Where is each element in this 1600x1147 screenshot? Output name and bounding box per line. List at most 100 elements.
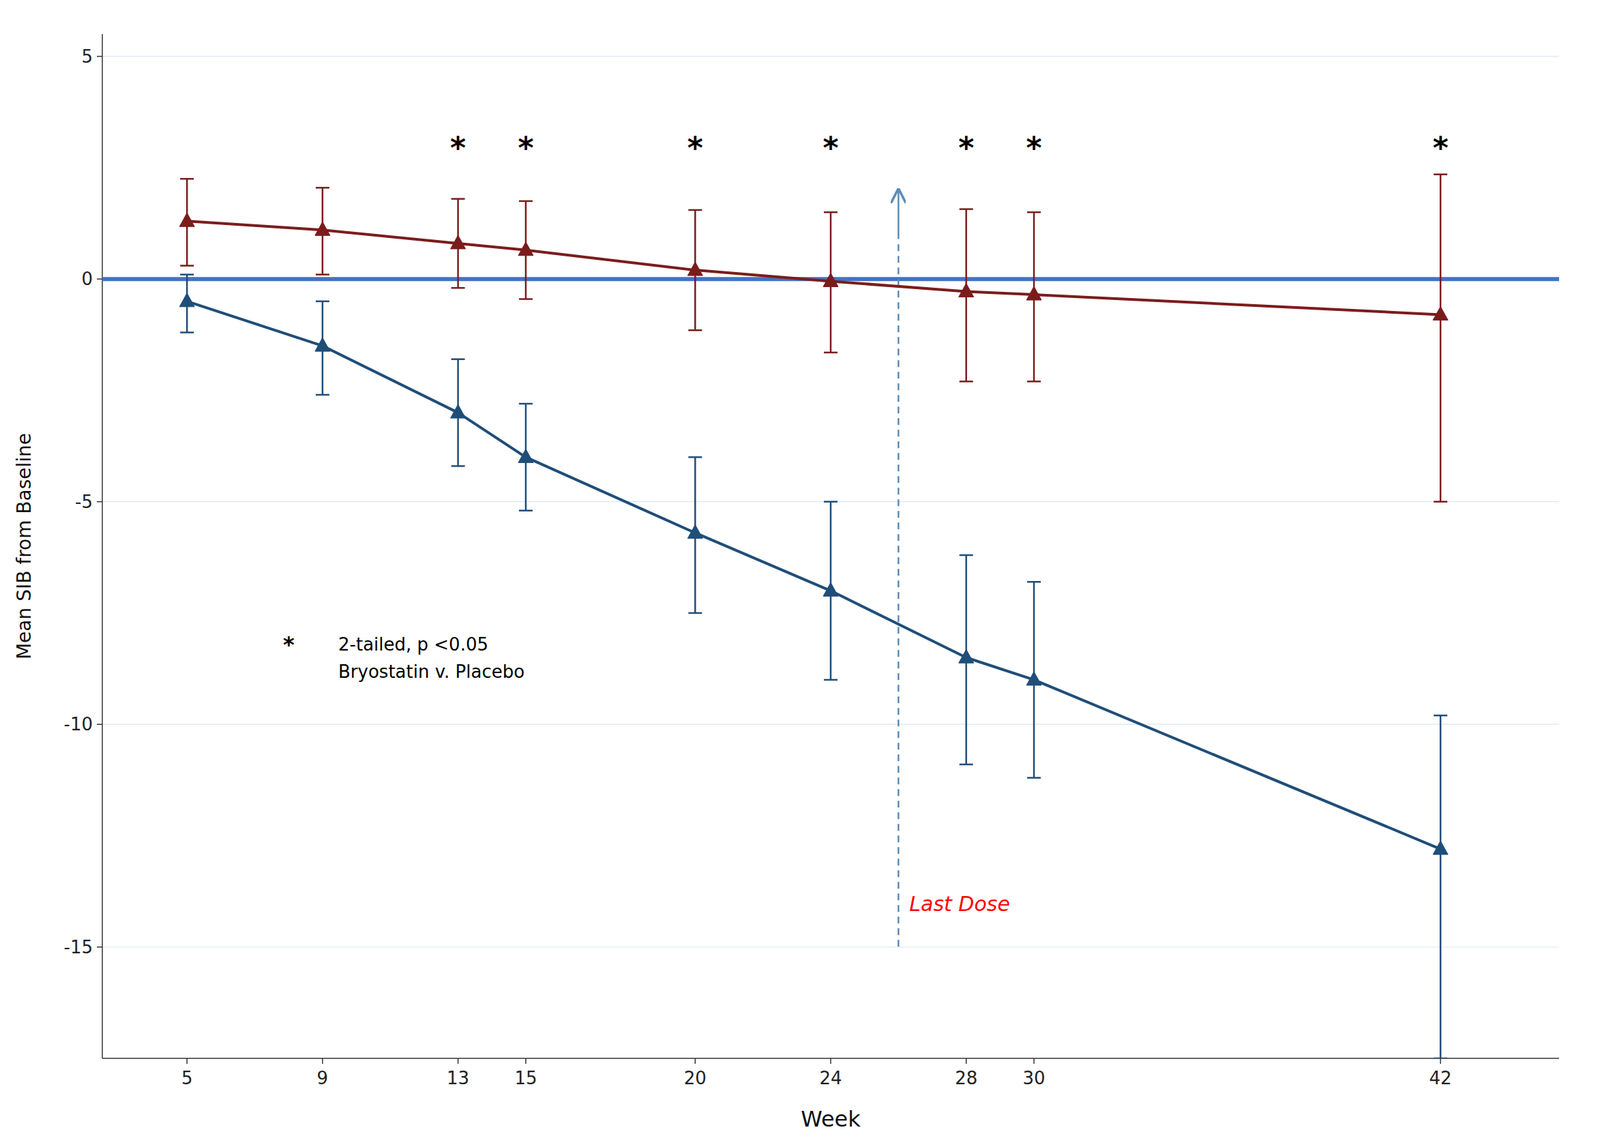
grid xyxy=(102,56,1560,948)
error-bar-cap xyxy=(451,465,466,468)
error-bar xyxy=(688,456,702,614)
x-tick-label: 30 xyxy=(1022,1068,1045,1089)
plot-area xyxy=(102,174,1560,1059)
error-bar-cap xyxy=(1433,500,1448,503)
point xyxy=(687,261,703,276)
error-bar xyxy=(959,555,974,765)
error-bar-cap xyxy=(1433,1057,1448,1059)
grid-line xyxy=(102,724,1560,725)
x-tick-label: 13 xyxy=(446,1068,470,1089)
significance: ******* xyxy=(450,130,1449,166)
y-tick xyxy=(96,278,103,280)
error-bar-cap xyxy=(823,679,838,682)
y-axis-line xyxy=(101,34,103,1059)
error-bar xyxy=(959,209,974,382)
error-bar-cap xyxy=(315,300,330,303)
error-bar-cap xyxy=(688,456,702,459)
error-bar-cap xyxy=(451,287,466,290)
error-bar-cap xyxy=(180,273,194,276)
error-bar xyxy=(315,187,330,275)
x-tick xyxy=(525,1058,527,1064)
error-bar-cap xyxy=(1027,776,1041,779)
error-bar-cap xyxy=(315,394,330,397)
point xyxy=(1026,671,1042,686)
point xyxy=(179,293,195,307)
error-bar-stem xyxy=(1439,715,1442,1059)
note: *2-tailed, p <0.05Bryostatin v. Placebo xyxy=(283,631,525,683)
point xyxy=(958,649,974,663)
x-tick xyxy=(457,1058,459,1064)
error-bar-cap xyxy=(959,763,974,766)
point xyxy=(179,212,195,227)
series xyxy=(179,274,1448,1059)
x-tick xyxy=(830,1058,832,1064)
point xyxy=(958,283,974,297)
series-line xyxy=(186,301,1441,850)
x-tick xyxy=(1033,1058,1035,1064)
axes: 50-5-10-155913152024283042 xyxy=(64,34,1560,1089)
last-dose-arrow xyxy=(897,189,900,239)
error-bar xyxy=(315,301,330,395)
error-bar-cap xyxy=(519,298,533,301)
point xyxy=(687,524,703,539)
series-line xyxy=(186,220,1441,315)
error-bar xyxy=(451,359,466,467)
error-bar-cap xyxy=(959,208,974,211)
error-bar-cap xyxy=(823,500,838,503)
last-dose-line xyxy=(897,242,900,947)
note-line: 2-tailed, p <0.05 xyxy=(338,634,489,655)
x-tick-label: 15 xyxy=(514,1068,537,1089)
x-tick-label: 28 xyxy=(954,1068,978,1089)
y-tick xyxy=(96,501,103,503)
error-bar-cap xyxy=(1027,581,1041,584)
error-bar-cap xyxy=(688,612,702,615)
significance-marker: * xyxy=(517,130,534,166)
x-tick xyxy=(186,1058,188,1064)
point xyxy=(823,582,839,597)
error-bar-cap xyxy=(1433,173,1448,176)
significance-marker: * xyxy=(687,130,704,166)
error-bar-cap xyxy=(451,197,466,200)
y-tick-label: -5 xyxy=(75,491,93,513)
error-bar-cap xyxy=(959,380,974,383)
error-bar xyxy=(823,501,838,680)
error-bar xyxy=(519,201,533,300)
last-dose-label: Last Dose xyxy=(909,892,1011,916)
error-bar-cap xyxy=(688,329,702,332)
x-tick xyxy=(321,1058,324,1064)
significance-marker: * xyxy=(1026,130,1043,166)
point xyxy=(1432,306,1448,320)
point xyxy=(450,235,466,249)
y-tick xyxy=(96,723,103,725)
error-bar xyxy=(1027,581,1041,778)
significance-marker: * xyxy=(958,130,974,166)
error-bar-cap xyxy=(823,211,838,214)
error-bar-stem xyxy=(1439,174,1442,502)
point xyxy=(1432,840,1448,855)
x-tick-label: 24 xyxy=(819,1068,842,1089)
x-tick xyxy=(1439,1058,1442,1064)
error-bar-cap xyxy=(451,358,466,361)
point xyxy=(518,242,534,256)
series xyxy=(179,174,1448,502)
note-line: Bryostatin v. Placebo xyxy=(338,661,525,683)
error-bar-cap xyxy=(180,178,194,181)
x-tick-label: 9 xyxy=(317,1068,329,1089)
grid-line xyxy=(102,946,1560,948)
point xyxy=(1026,286,1042,301)
error-bar xyxy=(180,274,194,333)
y-tick xyxy=(96,55,103,58)
x-tick xyxy=(965,1058,968,1064)
y-tick-label: -10 xyxy=(64,714,93,735)
x-tick-label: 20 xyxy=(684,1068,707,1089)
error-bar xyxy=(823,212,838,353)
error-bar-cap xyxy=(1433,714,1448,717)
error-bar-cap xyxy=(1027,380,1041,383)
error-bar-cap xyxy=(823,351,838,354)
grid-line xyxy=(102,55,1560,57)
error-bar xyxy=(1433,174,1448,502)
error-bar-cap xyxy=(519,200,533,203)
point xyxy=(315,221,331,236)
x-tick-label: 42 xyxy=(1429,1068,1453,1089)
error-bar xyxy=(1433,715,1448,1059)
